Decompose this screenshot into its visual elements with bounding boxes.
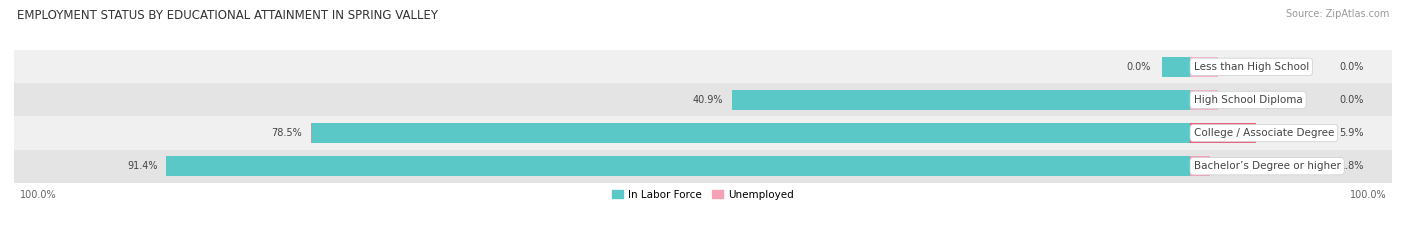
Bar (1191, 90, 1219, 110)
Text: Bachelor’s Degree or higher: Bachelor’s Degree or higher (1194, 161, 1340, 171)
Text: 1.8%: 1.8% (1340, 161, 1364, 171)
Text: Less than High School: Less than High School (1194, 62, 1309, 72)
Legend: In Labor Force, Unemployed: In Labor Force, Unemployed (609, 185, 797, 204)
Bar (166, 156, 1191, 176)
Text: 91.4%: 91.4% (127, 161, 157, 171)
Text: EMPLOYMENT STATUS BY EDUCATIONAL ATTAINMENT IN SPRING VALLEY: EMPLOYMENT STATUS BY EDUCATIONAL ATTAINM… (17, 9, 437, 22)
Text: 5.9%: 5.9% (1340, 128, 1364, 138)
Bar (14, 50, 1392, 83)
Bar (1191, 156, 1211, 176)
Text: 78.5%: 78.5% (271, 128, 302, 138)
Text: College / Associate Degree: College / Associate Degree (1194, 128, 1334, 138)
Bar (14, 116, 1392, 150)
Bar (1191, 57, 1219, 77)
Bar (14, 150, 1392, 183)
Bar (311, 123, 1191, 143)
Text: 40.9%: 40.9% (693, 95, 723, 105)
Bar (733, 90, 1191, 110)
Text: 0.0%: 0.0% (1340, 62, 1364, 72)
Text: 0.0%: 0.0% (1126, 62, 1152, 72)
Bar (1163, 57, 1191, 77)
Text: Source: ZipAtlas.com: Source: ZipAtlas.com (1285, 9, 1389, 19)
Bar (14, 83, 1392, 116)
Text: 100.0%: 100.0% (20, 190, 56, 200)
Bar (1191, 123, 1257, 143)
Text: 100.0%: 100.0% (1350, 190, 1386, 200)
Text: 0.0%: 0.0% (1340, 95, 1364, 105)
Text: High School Diploma: High School Diploma (1194, 95, 1302, 105)
